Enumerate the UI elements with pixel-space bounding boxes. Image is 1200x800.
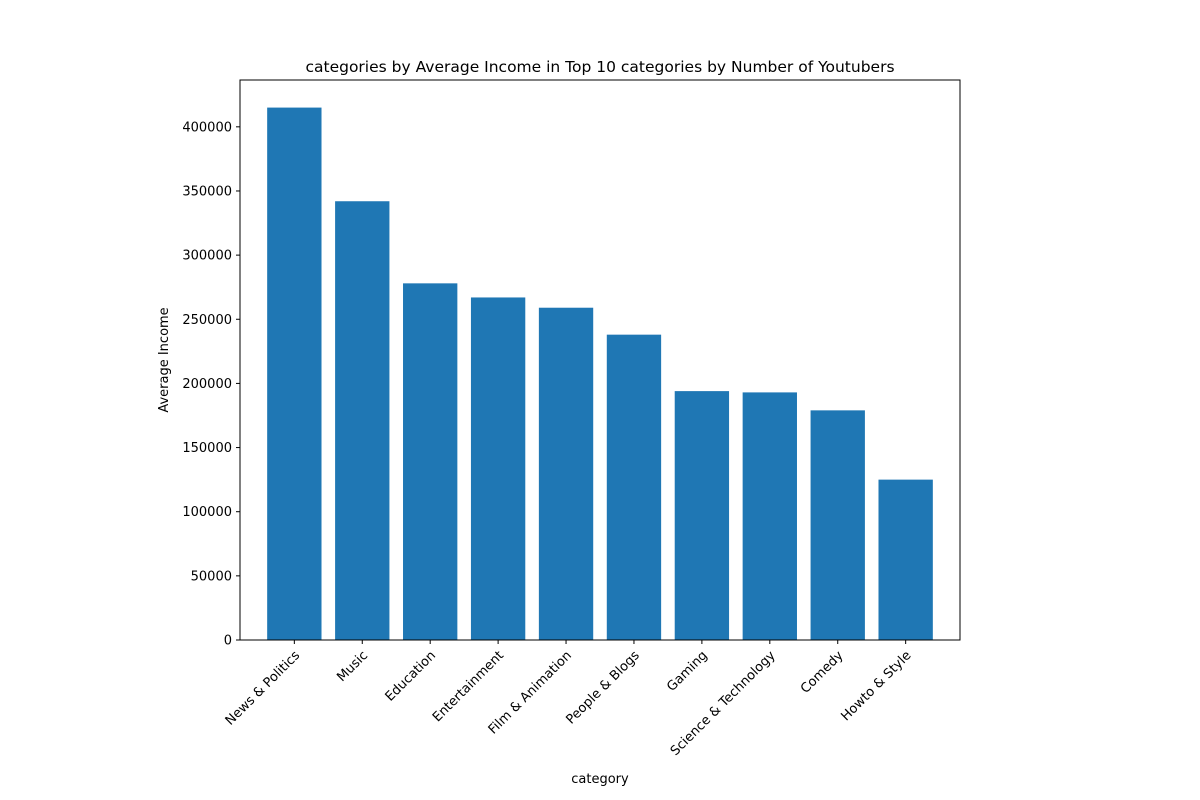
- y-tick-label: 200000: [182, 377, 232, 392]
- bar: [810, 410, 865, 640]
- bar: [606, 334, 662, 640]
- bar: [742, 392, 797, 640]
- chart-title: categories by Average Income in Top 10 c…: [305, 58, 894, 76]
- y-tick-label: 50000: [191, 569, 232, 584]
- x-tick-label: Gaming: [664, 648, 711, 695]
- y-axis-label: Average Income: [157, 307, 172, 412]
- y-tick-label: 350000: [182, 184, 232, 199]
- x-axis: News & Politics Music EducationEntertainme…: [223, 640, 914, 759]
- bar: [403, 283, 458, 640]
- x-tick-label: Entertainment: [430, 648, 507, 725]
- x-tick-label: Comedy: [798, 648, 847, 697]
- y-axis: 0 50000 100000 150000 200000 250000 300000 3500…: [182, 120, 240, 649]
- y-tick-label: 150000: [182, 441, 232, 456]
- y-tick-label: 400000: [182, 120, 232, 135]
- bar: [674, 391, 730, 640]
- x-tick-label: News & Politics: [223, 648, 304, 729]
- bar: [538, 307, 594, 640]
- y-tick-label: 0: [224, 634, 232, 649]
- x-tick-label: Music: [334, 648, 371, 685]
- y-tick-label: 300000: [182, 249, 232, 264]
- bar: [267, 107, 322, 640]
- x-axis-label: category: [571, 772, 629, 787]
- bar: [335, 201, 390, 640]
- bar: [470, 297, 526, 640]
- y-tick-label: 250000: [182, 313, 232, 328]
- bars-group: [267, 107, 933, 640]
- plot-frame: [239, 79, 961, 641]
- x-tick-label: Education: [383, 648, 439, 704]
- x-tick-label: People & Blogs: [564, 648, 643, 727]
- bar: [878, 479, 933, 640]
- y-tick-label: 100000: [182, 505, 232, 520]
- x-tick-label: Howto & Style: [838, 648, 914, 724]
